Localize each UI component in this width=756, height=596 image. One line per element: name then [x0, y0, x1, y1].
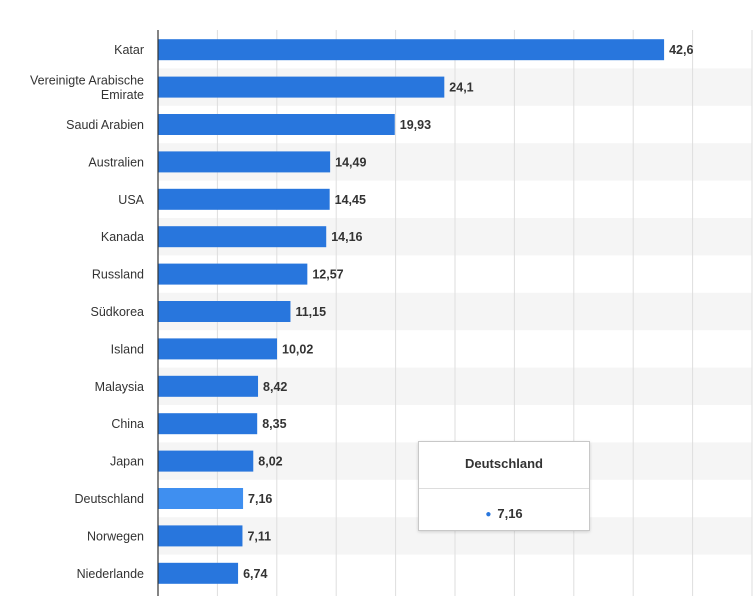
- category-label: Malaysia: [95, 380, 144, 394]
- tooltip-title: Deutschland: [419, 442, 589, 489]
- category-labels: Katar Vereinigte Arabische Emirate Saudi Ar…: [30, 43, 145, 581]
- value-label: 8,42: [263, 380, 287, 394]
- value-label: 6,74: [243, 567, 267, 581]
- bar-niederlande[interactable]: [158, 562, 239, 584]
- value-label: 14,45: [335, 193, 366, 207]
- bar-deutschland[interactable]: [158, 488, 244, 509]
- value-label: 19,93: [400, 118, 431, 132]
- bar-island[interactable]: [158, 338, 278, 360]
- value-label: 7,11: [247, 529, 271, 543]
- category-label: Niederlande: [77, 567, 144, 581]
- category-label: Australien: [88, 155, 144, 169]
- category-label: Norwegen: [87, 529, 144, 543]
- value-label: 24,1: [449, 81, 473, 95]
- value-label: 8,02: [258, 455, 282, 469]
- bar-katar[interactable]: [158, 39, 665, 61]
- category-label: Japan: [110, 455, 144, 469]
- bar-usa[interactable]: [158, 188, 330, 210]
- value-label: 7,16: [248, 492, 272, 506]
- bar-norwegen[interactable]: [158, 525, 243, 547]
- value-labels: 42,6 24,1 19,93 14,49 14,45 14,16 12,57 11,15 10…: [243, 43, 693, 581]
- category-label: Russland: [92, 268, 144, 282]
- bar-china[interactable]: [158, 413, 258, 435]
- value-label: 14,49: [335, 155, 366, 169]
- tooltip-value: 7,16: [497, 506, 523, 521]
- value-label: 8,35: [262, 417, 286, 431]
- category-label: China: [111, 417, 144, 431]
- bar-sudkorea[interactable]: [158, 301, 291, 322]
- bars: [158, 39, 665, 584]
- bar-vereinigte-arabische-emirate[interactable]: [158, 76, 445, 98]
- category-label: Saudi Arabien: [66, 118, 144, 132]
- category-label: Kanada: [101, 230, 144, 244]
- category-label: Südkorea: [90, 305, 144, 319]
- category-label: Katar: [114, 43, 144, 57]
- bar-australien[interactable]: [158, 151, 331, 173]
- bar-russland[interactable]: [158, 263, 308, 285]
- bar-saudi-arabien[interactable]: [158, 114, 395, 135]
- value-label: 12,57: [312, 268, 343, 282]
- bar-kanada[interactable]: [158, 226, 327, 248]
- category-label: Deutschland: [75, 492, 145, 506]
- tooltip: Deutschland ● 7,16: [418, 441, 590, 531]
- value-label: 42,6: [669, 43, 693, 57]
- value-label: 14,16: [331, 230, 362, 244]
- value-label: 11,15: [295, 305, 326, 319]
- bar-malaysia[interactable]: [158, 375, 259, 397]
- category-label: Vereinigte Arabische Emirate: [30, 73, 144, 102]
- tooltip-body: ● 7,16: [419, 489, 589, 531]
- bar-japan[interactable]: [158, 450, 254, 472]
- category-label: USA: [118, 193, 144, 207]
- series-dot-icon: ●: [485, 509, 492, 520]
- value-label: 10,02: [282, 342, 313, 356]
- category-label: Island: [111, 342, 144, 356]
